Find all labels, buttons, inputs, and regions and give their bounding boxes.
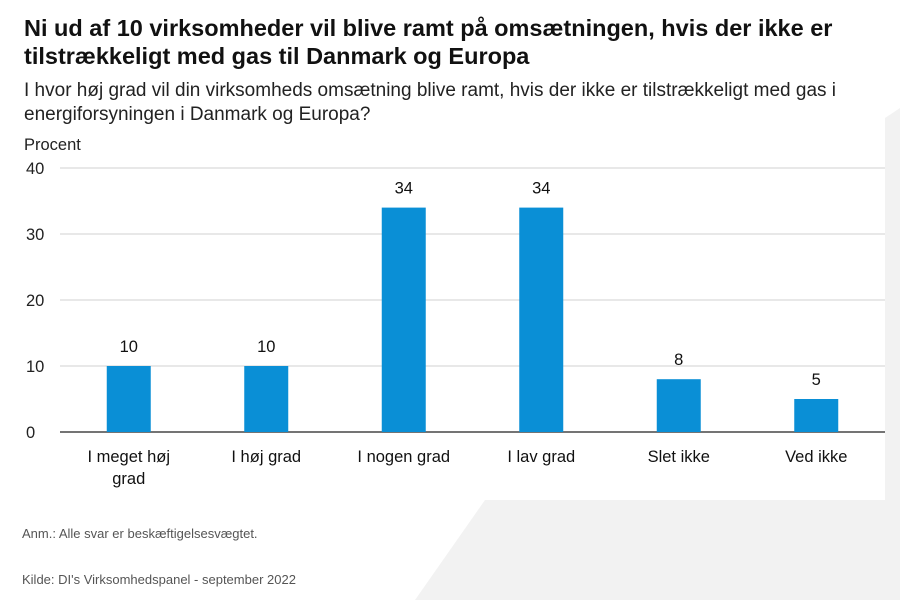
data-label: 10 <box>120 338 138 356</box>
bar <box>519 207 564 432</box>
data-label: 34 <box>395 180 413 198</box>
y-tick-label: 20 <box>26 292 44 310</box>
footnote: Anm.: Alle svar er beskæftigelsesvægtet. <box>22 526 258 541</box>
chart-title: Ni ud af 10 virksomheder vil blive ramt … <box>24 15 833 69</box>
source-note: Kilde: DI's Virksomhedspanel - september… <box>22 572 296 587</box>
bar <box>656 379 701 432</box>
data-label: 8 <box>674 351 683 369</box>
data-label: 10 <box>257 338 275 356</box>
y-tick-label: 0 <box>26 424 35 442</box>
y-tick-label: 30 <box>26 226 44 244</box>
data-label: 34 <box>532 180 550 198</box>
bar <box>106 366 151 432</box>
bar <box>244 366 289 432</box>
background-panel-shape <box>415 108 900 600</box>
chart-subtitle: I hvor høj grad vil din virksomheds omsæ… <box>24 80 837 125</box>
y-tick-labels: 0 10 20 30 40 <box>26 160 44 442</box>
x-tick-label: I nogen grad <box>357 448 450 466</box>
x-tick-labels: I meget høj grad I høj grad I nogen grad I l… <box>87 448 847 488</box>
x-tick-label: I meget høj grad <box>87 448 170 488</box>
x-tick-label: I lav grad <box>507 448 575 466</box>
x-tick-label: Ved ikke <box>785 448 847 466</box>
x-tick-label: Slet ikke <box>648 448 710 466</box>
x-tick-label: I høj grad <box>231 448 301 466</box>
gridlines <box>60 167 885 433</box>
data-labels: 10 10 34 34 8 5 <box>120 180 821 389</box>
bar <box>381 207 426 432</box>
bars <box>106 207 839 432</box>
data-label: 5 <box>812 371 821 389</box>
bar <box>794 399 839 432</box>
y-axis-label: Procent <box>24 136 81 154</box>
y-tick-label: 40 <box>26 160 44 178</box>
y-tick-label: 10 <box>26 358 44 376</box>
